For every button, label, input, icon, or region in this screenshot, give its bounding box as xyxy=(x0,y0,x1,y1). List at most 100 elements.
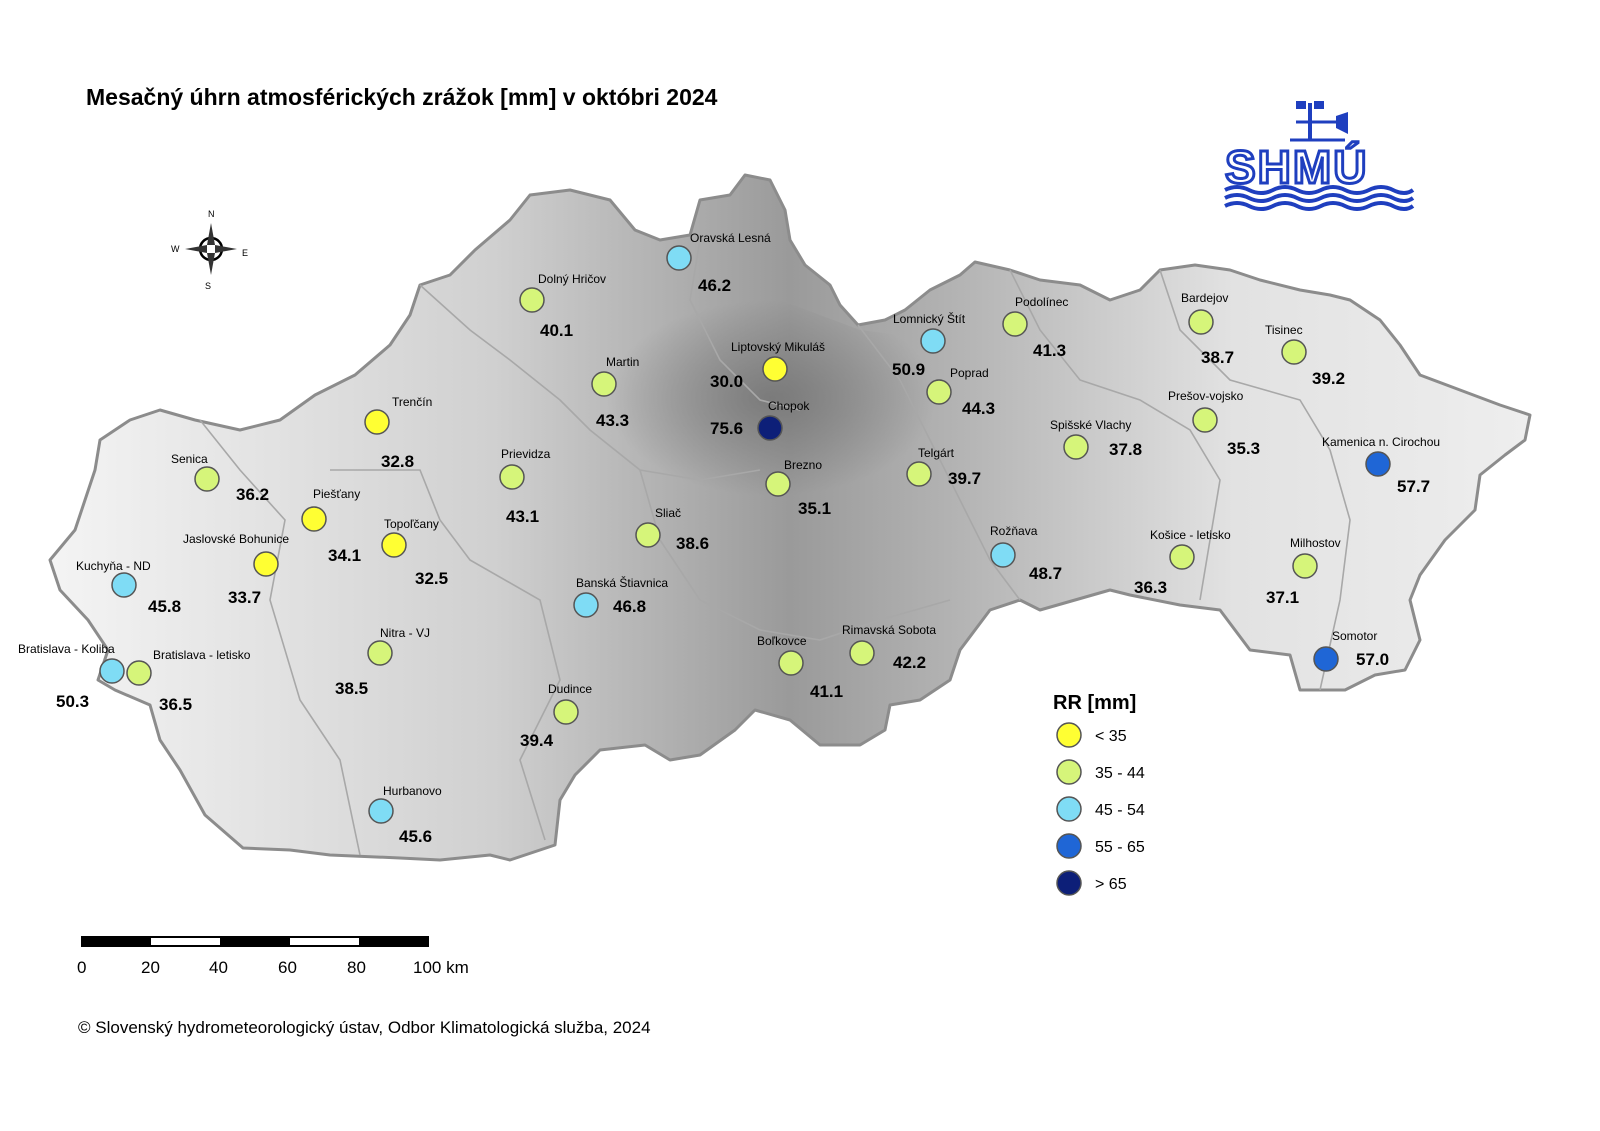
legend-label: 35 - 44 xyxy=(1095,765,1145,782)
station-marker[interactable] xyxy=(367,640,393,666)
station-marker[interactable] xyxy=(499,464,525,490)
station-oravska-lesna[interactable]: Oravská Lesná 46.2 xyxy=(666,231,771,295)
station-marker[interactable] xyxy=(1292,553,1318,579)
station-name: Spišské Vlachy xyxy=(1050,418,1131,432)
station-name: Jaslovské Bohunice xyxy=(183,532,289,546)
station-marker[interactable] xyxy=(765,471,791,497)
station-value: 32.5 xyxy=(415,569,448,588)
map-title: Mesačný úhrn atmosférických zrážok [mm] … xyxy=(86,84,718,110)
station-value: 38.6 xyxy=(676,534,709,553)
station-bardejov[interactable]: Bardejov 38.7 xyxy=(1181,291,1234,367)
legend-swatch xyxy=(1056,722,1082,748)
station-marker[interactable] xyxy=(99,658,125,684)
station-chopok[interactable]: Chopok 75.6 xyxy=(710,399,810,441)
station-name: Somotor xyxy=(1332,629,1377,643)
station-lomnicky-stit[interactable]: Lomnický Štít 50.9 xyxy=(892,311,966,379)
compass-e: E xyxy=(242,248,248,258)
station-marker[interactable] xyxy=(757,415,783,441)
station-name: Košice - letisko xyxy=(1150,528,1231,542)
station-marker[interactable] xyxy=(920,328,946,354)
station-kamenica-n-cirochou[interactable]: Kamenica n. Cirochou 57.7 xyxy=(1322,435,1440,496)
station-hurbanovo[interactable]: Hurbanovo 45.6 xyxy=(368,784,442,846)
station-marker[interactable] xyxy=(990,542,1016,568)
region-boundaries xyxy=(199,239,1351,856)
station-jaslovske-bohunice[interactable]: Jaslovské Bohunice 33.7 xyxy=(183,532,289,607)
station-marker[interactable] xyxy=(778,650,804,676)
station-kosice-letisko[interactable]: Košice - letisko 36.3 xyxy=(1134,528,1231,597)
station-roznava[interactable]: Rožňava 48.7 xyxy=(990,524,1062,583)
station-marker[interactable] xyxy=(591,371,617,397)
station-bolkovce[interactable]: Boľkovce 41.1 xyxy=(757,634,843,701)
station-sliac[interactable]: Sliač 38.6 xyxy=(635,506,709,553)
station-marker[interactable] xyxy=(1188,309,1214,335)
station-bratislava-letisko[interactable]: Bratislava - letisko 36.5 xyxy=(126,648,251,714)
station-name: Trenčín xyxy=(392,395,432,409)
station-topolcany[interactable]: Topoľčany 32.5 xyxy=(381,517,448,588)
station-kuchyna-nd[interactable]: Kuchyňa - ND 45.8 xyxy=(76,559,181,616)
station-marker[interactable] xyxy=(364,409,390,435)
station-tisinec[interactable]: Tisinec 39.2 xyxy=(1265,323,1345,388)
station-marker[interactable] xyxy=(666,245,692,271)
station-value: 38.7 xyxy=(1201,348,1234,367)
station-spisske-vlachy[interactable]: Spišské Vlachy 37.8 xyxy=(1050,418,1142,460)
station-marker[interactable] xyxy=(519,287,545,313)
station-marker[interactable] xyxy=(1169,544,1195,570)
station-poprad[interactable]: Poprad 44.3 xyxy=(926,366,995,418)
station-value: 50.3 xyxy=(56,692,89,711)
station-somotor[interactable]: Somotor 57.0 xyxy=(1313,629,1389,672)
station-marker[interactable] xyxy=(253,551,279,577)
station-marker[interactable] xyxy=(762,356,788,382)
logo-text: SHMÚ xyxy=(1225,141,1368,193)
station-dolny-hricov[interactable]: Dolný Hričov 40.1 xyxy=(519,272,606,340)
station-piestany[interactable]: Piešťany 34.1 xyxy=(301,487,361,565)
station-liptovsky-mikulas[interactable]: Liptovský Mikuláš 30.0 xyxy=(710,340,825,391)
station-dudince[interactable]: Dudince 39.4 xyxy=(520,682,592,750)
mountain-shading xyxy=(560,300,1030,580)
station-value: 33.7 xyxy=(228,588,261,607)
station-presov-vojsko[interactable]: Prešov-vojsko 35.3 xyxy=(1168,389,1260,458)
station-marker[interactable] xyxy=(368,798,394,824)
station-marker[interactable] xyxy=(1281,339,1307,365)
legend-label: 45 - 54 xyxy=(1095,802,1145,819)
station-marker[interactable] xyxy=(553,699,579,725)
station-value: 57.7 xyxy=(1397,477,1430,496)
station-telgart[interactable]: Telgárt 39.7 xyxy=(906,446,981,488)
station-marker[interactable] xyxy=(1365,451,1391,477)
station-milhostov[interactable]: Milhostov 37.1 xyxy=(1266,536,1341,607)
station-marker[interactable] xyxy=(301,506,327,532)
station-name: Bratislava - Koliba xyxy=(18,642,115,656)
station-marker[interactable] xyxy=(1313,646,1339,672)
station-marker[interactable] xyxy=(573,592,599,618)
station-marker[interactable] xyxy=(126,660,152,686)
legend-title: RR [mm] xyxy=(1053,692,1136,714)
station-name: Milhostov xyxy=(1290,536,1341,550)
station-banska-stiavnica[interactable]: Banská Štiavnica 46.8 xyxy=(573,575,668,618)
station-trencin[interactable]: Trenčín 32.8 xyxy=(364,395,432,471)
station-marker[interactable] xyxy=(111,572,137,598)
station-name: Boľkovce xyxy=(757,634,807,648)
station-podolinec[interactable]: Podolínec 41.3 xyxy=(1002,295,1068,360)
station-marker[interactable] xyxy=(906,461,932,487)
station-brezno[interactable]: Brezno 35.1 xyxy=(765,458,831,518)
station-marker[interactable] xyxy=(194,466,220,492)
station-prievidza[interactable]: Prievidza 43.1 xyxy=(499,447,551,526)
scale-tick-label: 100 km xyxy=(413,958,469,977)
station-rimavska-sobota[interactable]: Rimavská Sobota 42.2 xyxy=(842,623,936,672)
station-marker[interactable] xyxy=(926,379,952,405)
station-value: 46.2 xyxy=(698,276,731,295)
station-marker[interactable] xyxy=(1002,311,1028,337)
station-value: 32.8 xyxy=(381,452,414,471)
station-martin[interactable]: Martin 43.3 xyxy=(591,355,639,430)
station-marker[interactable] xyxy=(1192,407,1218,433)
station-value: 37.8 xyxy=(1109,440,1142,459)
station-name: Bratislava - letisko xyxy=(153,648,251,662)
station-nitra-vj[interactable]: Nitra - VJ 38.5 xyxy=(335,626,430,698)
station-marker[interactable] xyxy=(635,522,661,548)
station-marker[interactable] xyxy=(1063,434,1089,460)
station-bratislava-koliba[interactable]: Bratislava - Koliba 50.3 xyxy=(18,642,125,711)
station-marker[interactable] xyxy=(381,532,407,558)
station-senica[interactable]: Senica 36.2 xyxy=(171,452,269,504)
station-name: Poprad xyxy=(950,366,989,380)
station-marker[interactable] xyxy=(849,640,875,666)
